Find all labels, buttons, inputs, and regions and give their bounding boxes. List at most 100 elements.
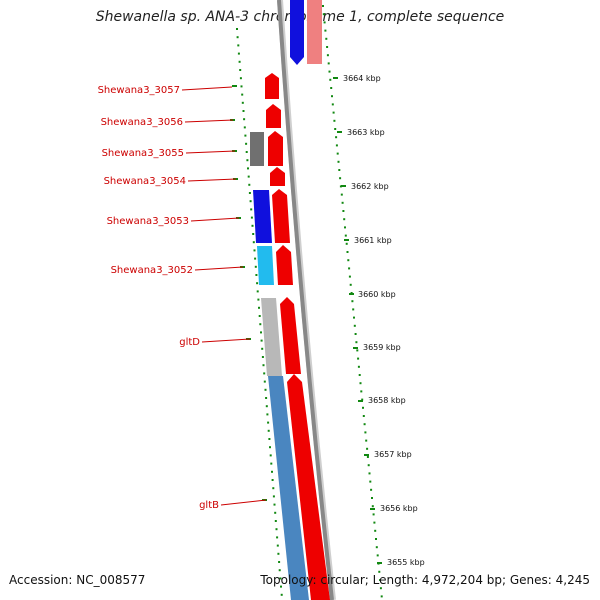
gene-label-shewana3-3056: Shewana3_3056 xyxy=(101,117,183,128)
outer-tick-dot xyxy=(333,119,336,122)
outer-tick-dot xyxy=(362,406,364,409)
inner-tick-dot xyxy=(245,151,248,153)
inner-tick-dot xyxy=(265,405,268,408)
inner-tick-dot xyxy=(267,429,270,432)
label-line-shewana3-3056 xyxy=(184,119,234,123)
inner-tick-dot xyxy=(243,118,246,121)
gene-shewana3-3057 xyxy=(265,73,279,99)
outer-tick-dot xyxy=(322,5,324,7)
outer-tick-dot xyxy=(357,365,360,368)
outer-tick-dot xyxy=(335,136,338,139)
inner-tick-dot xyxy=(273,503,276,506)
outer-tick-dot xyxy=(359,382,362,385)
outer-tick-dot xyxy=(356,349,359,352)
inner-tick-dot xyxy=(279,577,282,580)
outer-tick-dot xyxy=(334,128,337,130)
outer-tick-dot xyxy=(326,46,329,48)
inner-tick-dot xyxy=(256,282,259,285)
label-line-shewana3-3057 xyxy=(181,86,233,91)
ruler-major-tick xyxy=(377,562,382,564)
inner-tick-dot xyxy=(258,315,261,317)
outer-tick-dot xyxy=(373,521,376,524)
ruler-label-3664: 3664 kbp xyxy=(343,74,381,83)
inner-tick-dot xyxy=(249,200,252,203)
inner-tick-dot xyxy=(276,544,279,547)
ruler-label-3660: 3660 kbp xyxy=(358,290,396,299)
outer-tick-dot xyxy=(372,513,375,516)
inner-tick-dot xyxy=(252,233,255,235)
outer-tick-dot xyxy=(346,251,349,253)
ruler-label-3661: 3661 kbp xyxy=(354,236,392,245)
inner-tick-dot xyxy=(263,380,266,383)
outer-tick-dot xyxy=(349,283,352,286)
gene-label-lines xyxy=(181,86,267,506)
inner-tick-dot xyxy=(257,298,260,301)
gene-arrows-group xyxy=(250,0,330,600)
outer-tick-dot xyxy=(367,464,370,467)
gene-shewana3-3053-blue xyxy=(253,190,272,243)
outer-tick-dot xyxy=(347,259,350,262)
outer-tick-dot xyxy=(338,169,341,171)
inner-tick-dot xyxy=(248,183,251,186)
outer-tick-dot xyxy=(360,390,363,393)
gene-shewana3-3054 xyxy=(270,167,285,186)
forward-gene-pink-top xyxy=(307,0,322,64)
outer-tick-dot xyxy=(379,579,382,581)
outer-tick-dot xyxy=(378,570,381,573)
gene-shewana3-3055 xyxy=(268,131,283,166)
outer-tick-dot xyxy=(353,324,356,327)
ruler-major-tick xyxy=(341,185,346,187)
inner-tick-dot xyxy=(238,60,241,63)
inner-tick-dot xyxy=(241,93,244,96)
inner-tick-dot xyxy=(269,446,271,449)
outer-tick-dot xyxy=(342,210,345,212)
outer-tick-dot xyxy=(370,488,373,491)
label-line-shewana3-3054 xyxy=(187,178,237,182)
outer-tick-dot xyxy=(366,456,369,458)
outer-tick-dot xyxy=(331,95,333,98)
gene-label-shewana3-3052: Shewana3_3052 xyxy=(111,265,193,276)
inner-tick-dot xyxy=(270,462,273,465)
accession-text: Accession: NC_008577 xyxy=(9,573,146,587)
inner-tick-dot xyxy=(267,421,270,424)
gene-label-gltb: gltB xyxy=(199,500,219,511)
ruler-label-3662: 3662 kbp xyxy=(351,182,389,191)
outer-tick-dot xyxy=(343,218,346,221)
inner-tick-dot xyxy=(260,339,263,342)
ruler-major-tick xyxy=(344,239,349,241)
outer-tick-dot xyxy=(336,152,339,155)
inner-tick-dot xyxy=(245,142,248,145)
inner-tick-dot xyxy=(243,126,246,129)
outer-tick-dot xyxy=(358,374,361,376)
outer-tick-dot xyxy=(335,144,338,147)
outer-tick-dot xyxy=(355,341,358,344)
outer-tick-dot xyxy=(327,62,330,65)
inner-tick-dot xyxy=(242,110,245,112)
inner-tick-dot xyxy=(237,52,240,55)
inner-tick-dot xyxy=(250,208,253,211)
outer-tick-dot xyxy=(340,193,343,196)
gene-gltb-steel xyxy=(268,376,309,600)
gene-label-shewana3-3053: Shewana3_3053 xyxy=(107,216,189,227)
outer-tick-dot xyxy=(365,439,368,442)
inner-tick-dot xyxy=(277,552,280,555)
inner-tick-dot xyxy=(272,495,275,498)
outer-tick-dot xyxy=(348,275,351,278)
inner-tick-dot xyxy=(271,479,274,481)
inner-tick-dot xyxy=(272,487,275,490)
inner-tick-dot xyxy=(251,224,254,227)
ruler-labels: 3664 kbp 3663 kbp 3662 kbp 3661 kbp 3660… xyxy=(343,74,425,567)
inner-tick-dot xyxy=(256,290,259,293)
inner-tick-dot xyxy=(263,372,266,375)
gene-shewana3-3055-gray xyxy=(250,132,264,166)
outer-tick-dot xyxy=(363,423,366,426)
outer-tick-dot xyxy=(364,431,367,434)
inner-tick-dot xyxy=(246,159,249,162)
gene-shewana3-3056 xyxy=(266,104,281,128)
gene-label-shewana3-3055: Shewana3_3055 xyxy=(102,148,184,159)
ruler-label-3655: 3655 kbp xyxy=(387,558,425,567)
outer-tick-dot xyxy=(380,595,383,598)
ruler-major-tick xyxy=(353,347,358,349)
outer-tick-dot xyxy=(330,87,333,89)
